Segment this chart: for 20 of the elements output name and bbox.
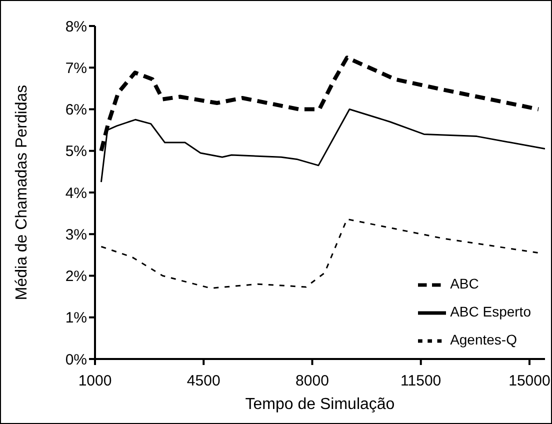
legend-label: ABC Esperto [450, 304, 531, 320]
y-tick-label: 5% [65, 143, 87, 160]
y-tick-label: 6% [65, 102, 87, 119]
x-tick-label: 1000 [78, 372, 112, 390]
y-tick-label: 3% [65, 226, 87, 244]
legend-label: ABC [450, 276, 479, 292]
y-axis-title: Média de Chamadas Perdidas [14, 84, 31, 300]
y-tick-label: 4% [65, 184, 87, 202]
x-axis-title: Tempo de Simulação [245, 396, 395, 413]
legend-label: Agentes-Q [450, 332, 517, 348]
line-series [100, 218, 540, 289]
y-tick-label: 7% [65, 60, 87, 77]
y-tick-label: 2% [65, 268, 87, 286]
y-tick-label: 0% [65, 351, 87, 368]
x-tick-label: 11500 [400, 372, 442, 390]
y-tick-label: 1% [65, 310, 87, 327]
x-tick-label: 15000 [508, 372, 550, 390]
y-tick-label: 8% [65, 18, 87, 36]
x-tick-label: 4500 [186, 372, 220, 390]
x-tick-label: 8000 [296, 372, 329, 390]
